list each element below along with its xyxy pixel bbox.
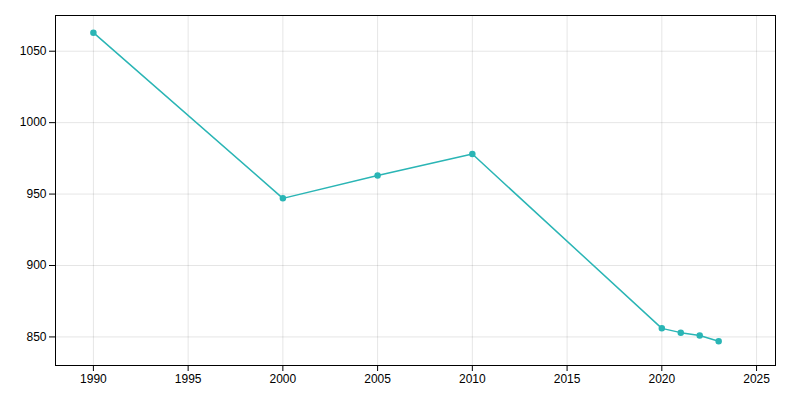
svg-text:2000: 2000: [270, 372, 297, 386]
svg-text:1000: 1000: [20, 115, 47, 129]
svg-text:1995: 1995: [175, 372, 202, 386]
svg-text:900: 900: [26, 258, 46, 272]
svg-text:2020: 2020: [648, 372, 675, 386]
svg-text:950: 950: [26, 187, 46, 201]
svg-text:2010: 2010: [459, 372, 486, 386]
svg-text:2005: 2005: [364, 372, 391, 386]
svg-text:1990: 1990: [80, 372, 107, 386]
svg-text:1050: 1050: [20, 44, 47, 58]
svg-text:2025: 2025: [743, 372, 770, 386]
svg-text:850: 850: [26, 330, 46, 344]
svg-text:2015: 2015: [554, 372, 581, 386]
